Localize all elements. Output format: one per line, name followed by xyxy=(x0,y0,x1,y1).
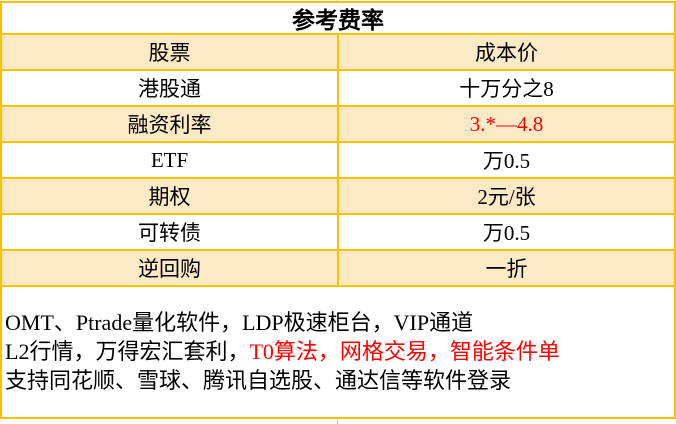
fee-category: 逆回购 xyxy=(138,257,201,281)
fee-value: 万0.5 xyxy=(337,143,674,177)
fee-category: ETF xyxy=(150,147,189,172)
fee-category: 融资利率 xyxy=(127,113,212,137)
fee-value: 2元/张 xyxy=(337,179,674,213)
note-line-1: OMT、Ptrade量化软件，LDP极速柜台，VIP通道 xyxy=(5,308,670,337)
table-row: 港股通 十万分之8 xyxy=(2,71,674,107)
fee-category: 可转债 xyxy=(138,221,201,245)
fee-value: 万0.5 xyxy=(337,215,674,249)
gridline-stub-top xyxy=(337,0,338,1)
table-row: 期权 2元/张 xyxy=(2,179,674,215)
note-line-3: 支持同花顺、雪球、腾讯自选股、通达信等软件登录 xyxy=(5,366,670,395)
note-line-1-text: OMT、Ptrade量化软件，LDP极速柜台，VIP通道 xyxy=(5,310,474,335)
note-line-2-red-text: T0算法，网格交易，智能条件单 xyxy=(249,339,560,364)
note-line-2: L2行情，万得宏汇套利，T0算法，网格交易，智能条件单 xyxy=(5,337,670,366)
table-row: ETF 万0.5 xyxy=(2,143,674,179)
table-row: 逆回购 一折 xyxy=(2,251,674,287)
table-row: 融资利率 3.*—4.8 xyxy=(2,107,674,143)
notes-block: OMT、Ptrade量化软件，LDP极速柜台，VIP通道 L2行情，万得宏汇套利… xyxy=(2,287,674,417)
fee-value-highlighted: 3.*—4.8 xyxy=(337,107,674,141)
note-line-2-black-text: L2行情，万得宏汇套利， xyxy=(5,339,250,364)
fee-value: 十万分之8 xyxy=(337,71,674,105)
table-row: 股票 成本价 xyxy=(2,35,674,71)
fee-category: 期权 xyxy=(148,185,191,209)
fee-category: 港股通 xyxy=(138,77,201,101)
fee-category: 股票 xyxy=(148,41,191,65)
note-line-3-text: 支持同花顺、雪球、腾讯自选股、通达信等软件登录 xyxy=(5,368,512,393)
fee-value: 成本价 xyxy=(337,35,674,69)
gridline-stub-bottom xyxy=(337,419,338,424)
table-title: 参考费率 xyxy=(2,3,674,35)
table-row: 可转债 万0.5 xyxy=(2,215,674,251)
fee-value: 一折 xyxy=(337,251,674,285)
